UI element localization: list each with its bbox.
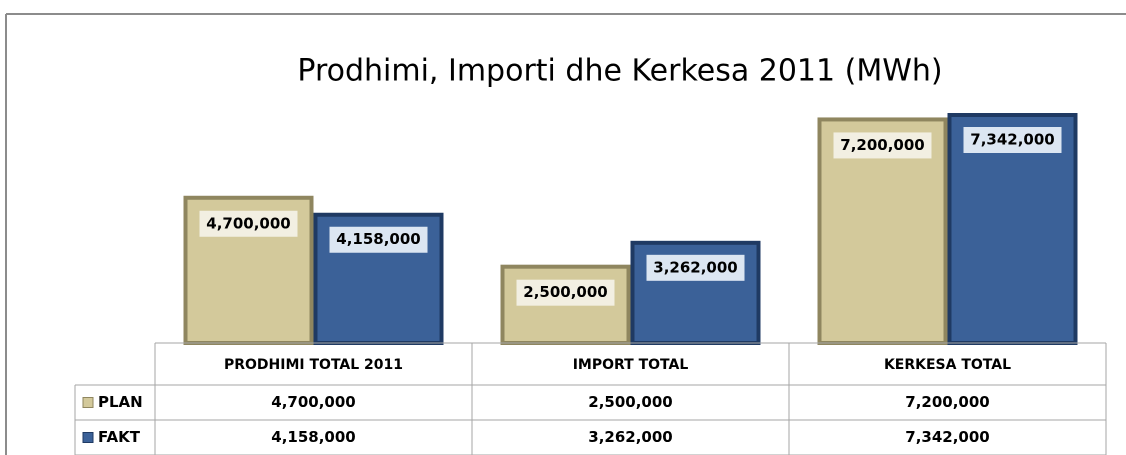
table-cell: 7,342,000 [905, 428, 989, 446]
value-label-box [329, 226, 428, 253]
value-label: 2,500,000 [523, 283, 607, 301]
chart-title: Prodhimi, Importi dhe Kerkesa 2011 (MWh) [297, 54, 942, 89]
value-label-box [833, 132, 932, 159]
value-label-box [646, 254, 745, 281]
value-label-box [516, 279, 615, 306]
value-label: 7,342,000 [970, 131, 1054, 149]
table-cell: 4,158,000 [271, 428, 355, 446]
value-label: 3,262,000 [653, 258, 737, 276]
value-label: 4,700,000 [206, 214, 290, 232]
table-cell: 2,500,000 [588, 393, 672, 411]
value-label-box [199, 210, 298, 237]
x-tick-label: KERKESA TOTAL [884, 357, 1011, 373]
table-cell: 7,200,000 [905, 393, 989, 411]
table-cell: 3,262,000 [588, 428, 672, 446]
x-tick-label: IMPORT TOTAL [573, 357, 689, 373]
value-label: 7,200,000 [840, 136, 924, 154]
legend-swatch [82, 432, 94, 443]
x-tick-label: PRODHIMI TOTAL 2011 [224, 357, 403, 373]
value-label: 4,158,000 [336, 230, 420, 248]
legend-label: FAKT [98, 428, 141, 446]
legend-label: PLAN [98, 393, 143, 411]
legend-swatch [82, 397, 94, 408]
value-label-box [963, 127, 1062, 153]
table-cell: 4,700,000 [271, 393, 355, 411]
